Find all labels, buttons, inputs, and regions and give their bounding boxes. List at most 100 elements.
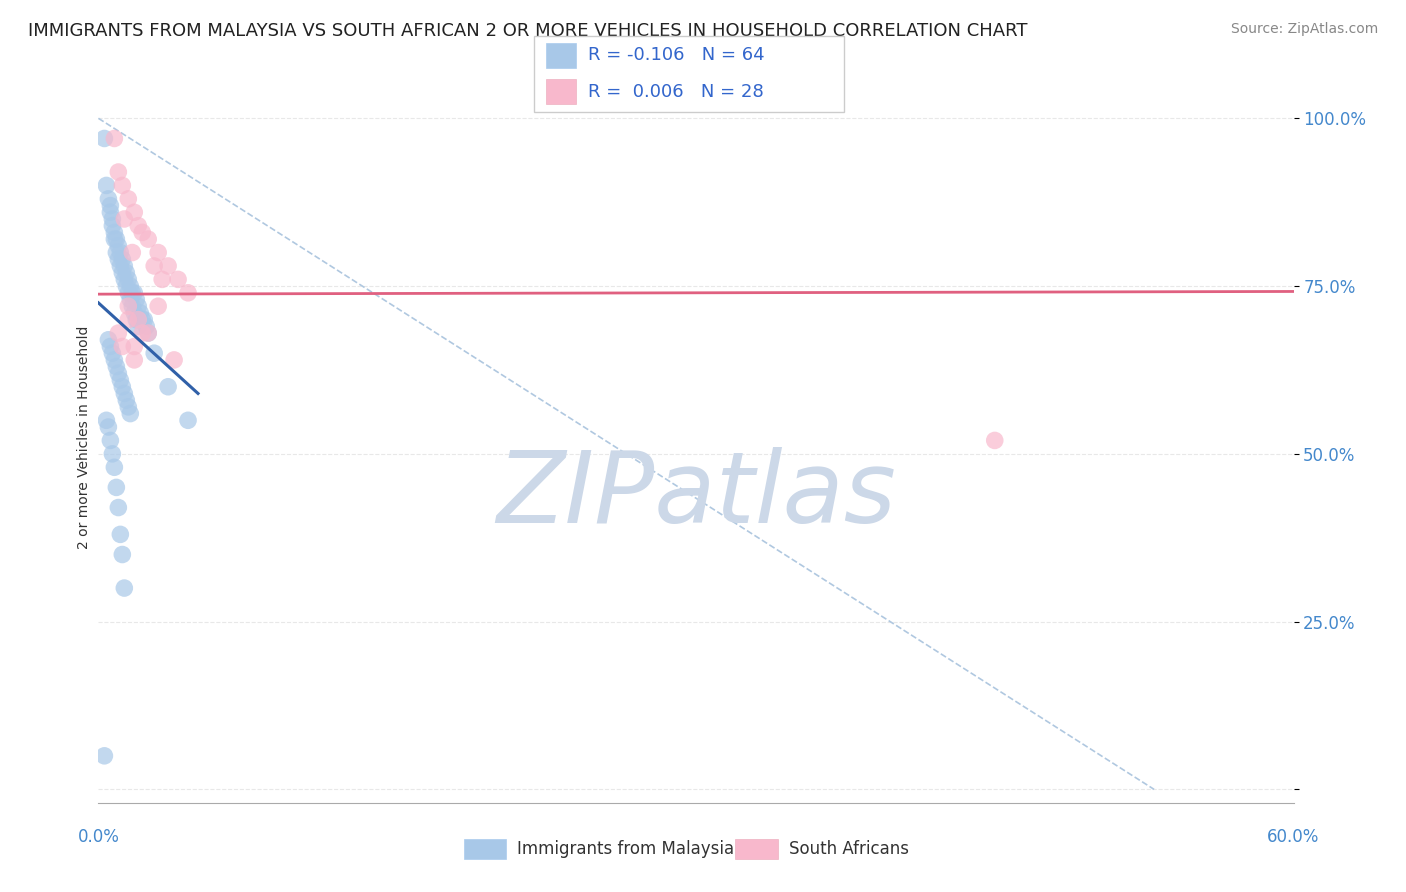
Point xyxy=(98,339,122,353)
Point xyxy=(103,460,125,475)
Text: 60.0%: 60.0% xyxy=(1267,828,1320,846)
Point xyxy=(120,407,142,421)
Point xyxy=(105,359,128,374)
Point xyxy=(124,205,146,219)
Point xyxy=(110,259,132,273)
Point xyxy=(110,245,132,260)
Point xyxy=(103,226,125,240)
Text: Source: ZipAtlas.com: Source: ZipAtlas.com xyxy=(1230,22,1378,37)
Point xyxy=(101,346,124,360)
Point xyxy=(110,373,132,387)
Point xyxy=(111,380,134,394)
Point xyxy=(127,319,149,334)
Point xyxy=(127,219,149,233)
Point xyxy=(105,480,128,494)
Point xyxy=(107,252,129,267)
Point xyxy=(157,259,180,273)
Point xyxy=(98,205,122,219)
Point xyxy=(111,266,134,280)
Point xyxy=(136,326,159,340)
Point xyxy=(125,293,148,307)
Point xyxy=(112,581,135,595)
Point xyxy=(111,548,134,562)
Point xyxy=(121,245,143,260)
Point xyxy=(107,239,129,253)
Point xyxy=(97,192,120,206)
Point xyxy=(125,312,148,326)
Point xyxy=(163,352,186,367)
Point xyxy=(112,386,135,401)
Point xyxy=(117,285,139,300)
Point xyxy=(105,245,128,260)
Point xyxy=(107,165,129,179)
Text: R = -0.106   N = 64: R = -0.106 N = 64 xyxy=(588,46,765,64)
Point xyxy=(112,212,135,227)
Point xyxy=(136,232,159,246)
Point xyxy=(98,198,122,212)
Text: ZIPatlas: ZIPatlas xyxy=(496,447,896,544)
Point xyxy=(112,272,135,286)
Point xyxy=(135,319,157,334)
Point xyxy=(148,245,170,260)
Point xyxy=(148,299,170,313)
Point xyxy=(120,279,142,293)
Point xyxy=(143,259,166,273)
Point xyxy=(124,306,146,320)
Point xyxy=(111,178,134,193)
Point xyxy=(131,312,153,326)
Point xyxy=(98,434,122,448)
Point xyxy=(143,346,166,360)
Point xyxy=(101,447,124,461)
Point xyxy=(115,393,138,408)
Text: IMMIGRANTS FROM MALAYSIA VS SOUTH AFRICAN 2 OR MORE VEHICLES IN HOUSEHOLD CORREL: IMMIGRANTS FROM MALAYSIA VS SOUTH AFRICA… xyxy=(28,22,1028,40)
Point xyxy=(111,252,134,267)
Point xyxy=(103,131,125,145)
Point xyxy=(150,272,173,286)
Point xyxy=(117,400,139,414)
Point xyxy=(121,285,143,300)
Point xyxy=(117,299,139,313)
Point xyxy=(117,272,139,286)
Point xyxy=(117,192,139,206)
Point xyxy=(107,500,129,515)
Point xyxy=(167,272,190,286)
Point xyxy=(96,413,118,427)
Point xyxy=(112,259,135,273)
Point xyxy=(127,299,149,313)
Point xyxy=(101,219,124,233)
Point xyxy=(115,266,138,280)
Text: 0.0%: 0.0% xyxy=(77,828,120,846)
Text: Immigrants from Malaysia: Immigrants from Malaysia xyxy=(517,840,734,858)
Point xyxy=(103,352,125,367)
Point xyxy=(97,420,120,434)
Point xyxy=(103,232,125,246)
Point xyxy=(110,527,132,541)
Point xyxy=(93,131,115,145)
Y-axis label: 2 or more Vehicles in Household: 2 or more Vehicles in Household xyxy=(77,326,91,549)
Point xyxy=(101,212,124,227)
Point xyxy=(131,226,153,240)
Point xyxy=(124,285,146,300)
Point xyxy=(177,285,200,300)
Point xyxy=(107,326,129,340)
Point xyxy=(129,306,152,320)
Point xyxy=(111,339,134,353)
Point xyxy=(105,232,128,246)
Point xyxy=(983,434,1005,448)
Text: South Africans: South Africans xyxy=(789,840,908,858)
Point xyxy=(124,352,146,367)
Point xyxy=(177,413,200,427)
Point xyxy=(136,326,159,340)
Point xyxy=(115,279,138,293)
Point xyxy=(157,380,180,394)
Point xyxy=(96,178,118,193)
Point xyxy=(134,312,156,326)
Point xyxy=(97,333,120,347)
Point xyxy=(117,312,139,326)
Point xyxy=(127,312,149,326)
Point xyxy=(131,326,153,340)
Point xyxy=(120,293,142,307)
Point xyxy=(121,299,143,313)
Point xyxy=(124,339,146,353)
Point xyxy=(93,748,115,763)
